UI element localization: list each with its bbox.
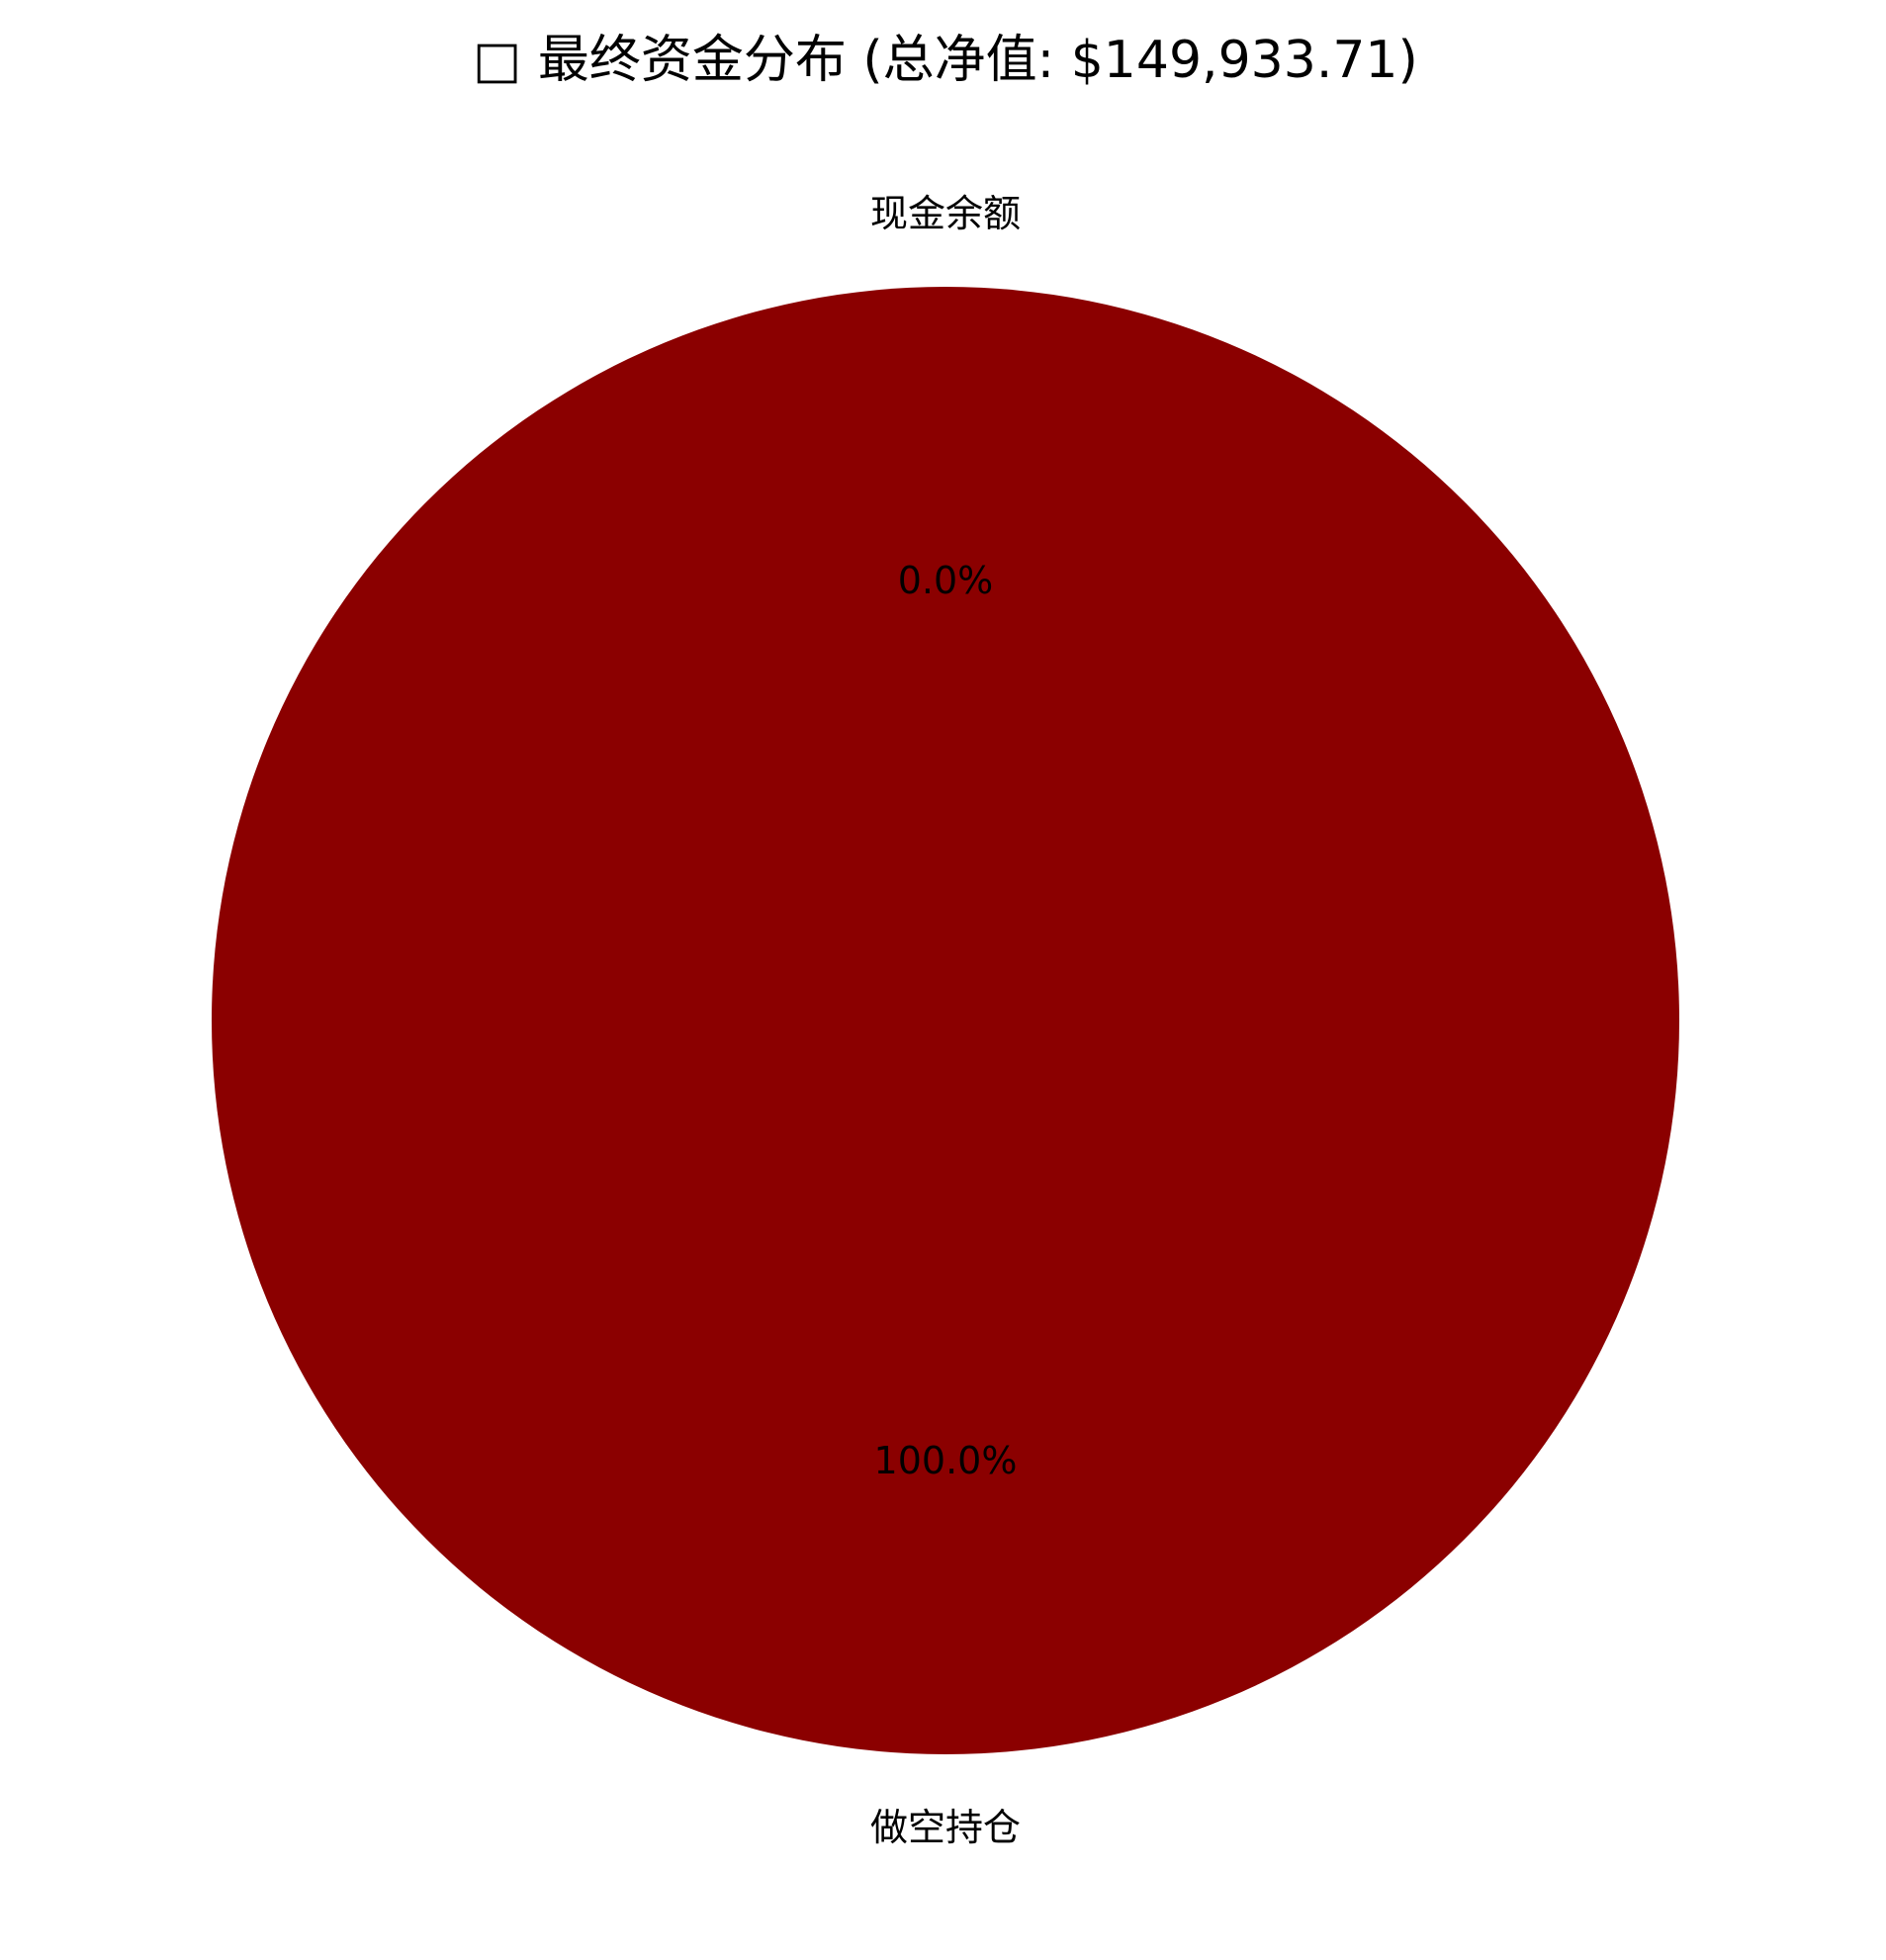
pie-slices — [212, 287, 1679, 1754]
pie-labels: 现金余额 0.0% 做空持仓 100.0% — [870, 192, 1021, 1849]
slice-category-label: 做空持仓 — [870, 1806, 1021, 1849]
slice-category-label: 现金余额 — [870, 192, 1021, 235]
chart-title: □ 最终资金分布 (总净值: $149,933.71) — [473, 31, 1418, 90]
slice-percent-label: 100.0% — [874, 1439, 1018, 1482]
pie-slice — [212, 287, 1679, 1754]
slice-percent-label: 0.0% — [898, 559, 994, 602]
